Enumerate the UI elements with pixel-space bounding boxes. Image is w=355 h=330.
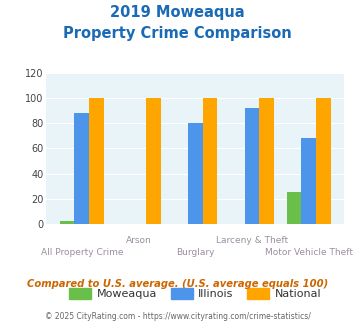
Text: Arson: Arson [126, 236, 152, 245]
Bar [301, 138, 316, 224]
Bar [316, 98, 331, 224]
Bar [188, 123, 203, 224]
Bar [89, 98, 104, 224]
Text: © 2025 CityRating.com - https://www.cityrating.com/crime-statistics/: © 2025 CityRating.com - https://www.city… [45, 312, 310, 321]
Bar [75, 113, 89, 224]
Text: Larceny & Theft: Larceny & Theft [216, 236, 288, 245]
Text: Burglary: Burglary [176, 248, 214, 257]
Text: Motor Vehicle Theft: Motor Vehicle Theft [265, 248, 353, 257]
Bar [260, 98, 274, 224]
Text: All Property Crime: All Property Crime [40, 248, 123, 257]
Text: Property Crime Comparison: Property Crime Comparison [63, 26, 292, 41]
Text: Compared to U.S. average. (U.S. average equals 100): Compared to U.S. average. (U.S. average … [27, 279, 328, 289]
Bar [245, 108, 260, 224]
Legend: Moweaqua, Illinois, National: Moweaqua, Illinois, National [69, 288, 321, 299]
Text: 2019 Moweaqua: 2019 Moweaqua [110, 5, 245, 20]
Bar [286, 191, 301, 224]
Bar [146, 98, 161, 224]
Bar [60, 220, 75, 224]
Bar [203, 98, 217, 224]
